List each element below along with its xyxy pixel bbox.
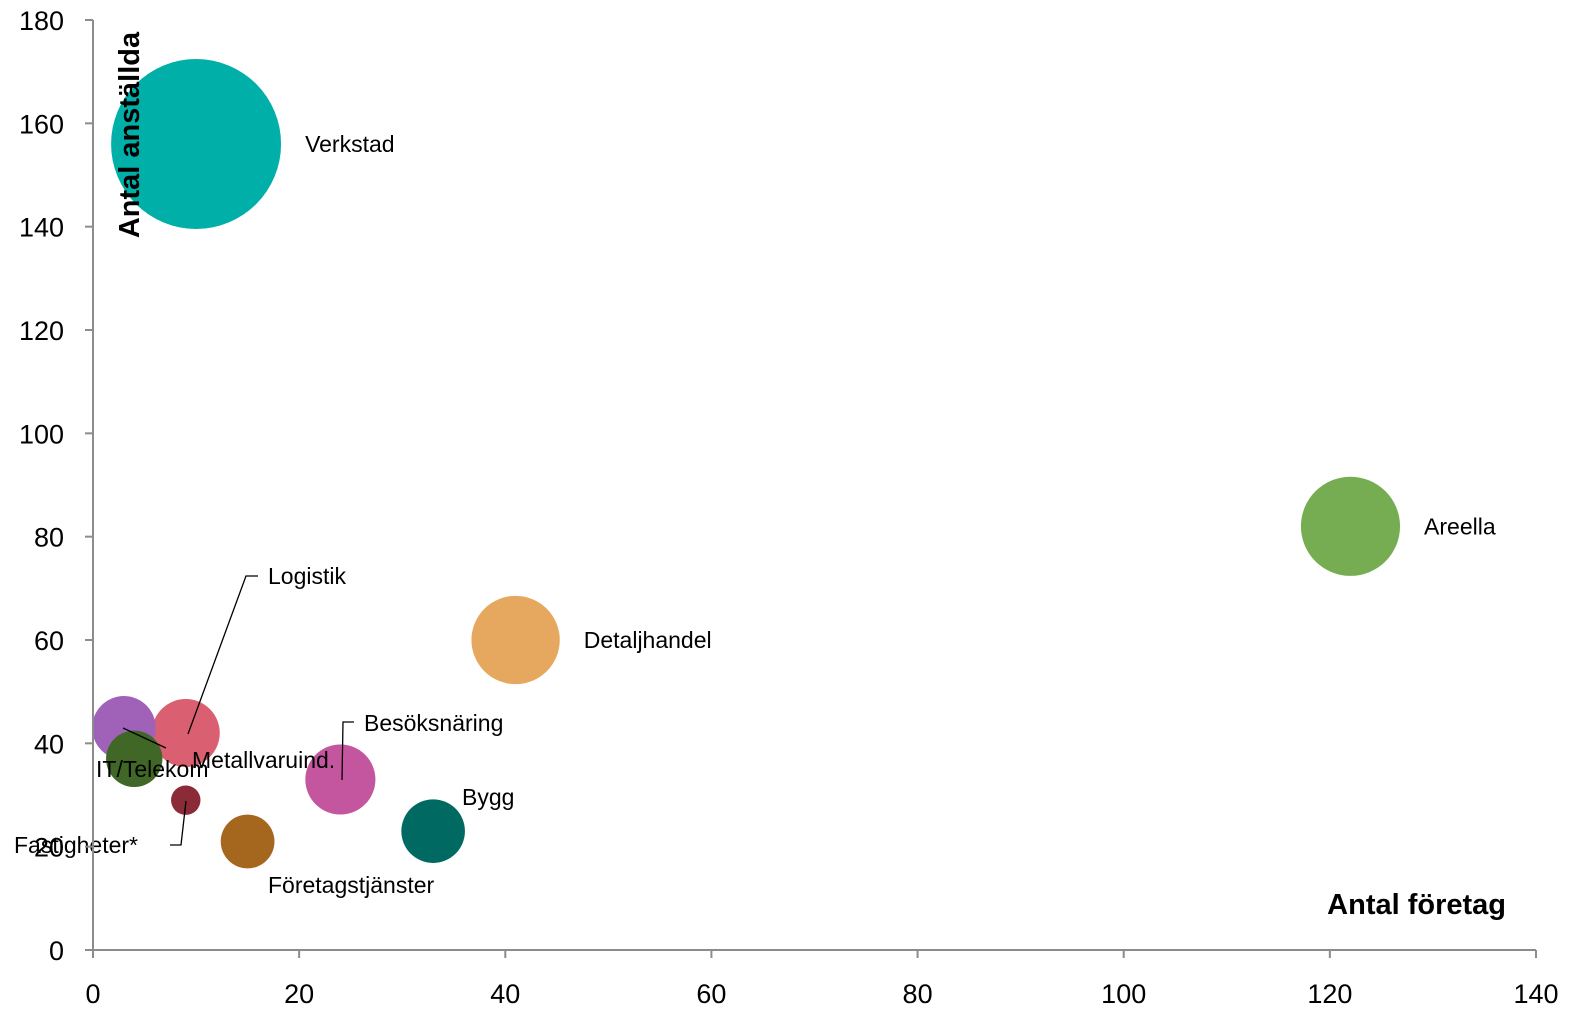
bubble-label: Areella [1424, 513, 1496, 539]
x-tick-label: 40 [490, 979, 520, 1009]
y-tick-label: 80 [34, 523, 64, 553]
x-axis-title: Antal företag [1327, 889, 1506, 921]
y-axis-title: Antal anställda [114, 31, 146, 238]
bubble [305, 744, 376, 815]
bubble-label: Metallvaruind. [192, 747, 335, 773]
bubble [171, 785, 201, 815]
x-tick-label: 140 [1513, 979, 1558, 1009]
x-tick-label: 100 [1101, 979, 1146, 1009]
bubble-labels-layer: Verkstad Areella Detaljhandel Logistik Metal… [14, 131, 1496, 898]
leader-line [170, 800, 187, 846]
y-tick-label: 160 [19, 109, 64, 139]
bubble-label: Besöksnäring [364, 710, 503, 736]
x-tick-label: 80 [903, 979, 933, 1009]
bubble [401, 799, 465, 863]
bubble-label: Bygg [462, 784, 514, 810]
bubbles-layer [92, 59, 1401, 869]
bubble-label: Logistik [268, 563, 346, 589]
axes-layer [92, 20, 1536, 951]
leader-line [122, 727, 167, 749]
bubble-label: IT/Telekom [96, 756, 208, 782]
leader-line [187, 575, 258, 735]
leader-lines-layer [122, 575, 354, 846]
y-tick-label: 120 [19, 316, 64, 346]
y-tick-label: 20 [34, 833, 64, 863]
y-tick-label: 180 [19, 6, 64, 36]
y-tick-label: 60 [34, 626, 64, 656]
bubble [151, 699, 220, 767]
y-tick-label: 40 [34, 729, 64, 759]
leader-line [341, 721, 354, 781]
y-tick-label: 0 [49, 936, 64, 966]
x-tick-label: 60 [696, 979, 726, 1009]
x-tick-label: 0 [85, 979, 100, 1009]
bubble [111, 59, 282, 229]
bubble [1300, 476, 1401, 576]
bubble-label: Företagstjänster [268, 872, 435, 898]
x-tick-label: 20 [284, 979, 314, 1009]
x-tick-label: 120 [1307, 979, 1352, 1009]
bubble-label: Detaljhandel [584, 627, 712, 653]
y-tick-label: 140 [19, 213, 64, 243]
bubble [106, 730, 163, 788]
bubble-label: Fastigheter* [14, 832, 138, 858]
bubble [471, 595, 560, 685]
bubble-label: Verkstad [305, 131, 395, 157]
bubble [220, 814, 275, 869]
ticks-layer: 0 20 40 60 80 100 120 140 160 180 0 20 40 60 80 100 120 1… [19, 6, 1559, 1009]
y-tick-label: 100 [19, 419, 64, 449]
